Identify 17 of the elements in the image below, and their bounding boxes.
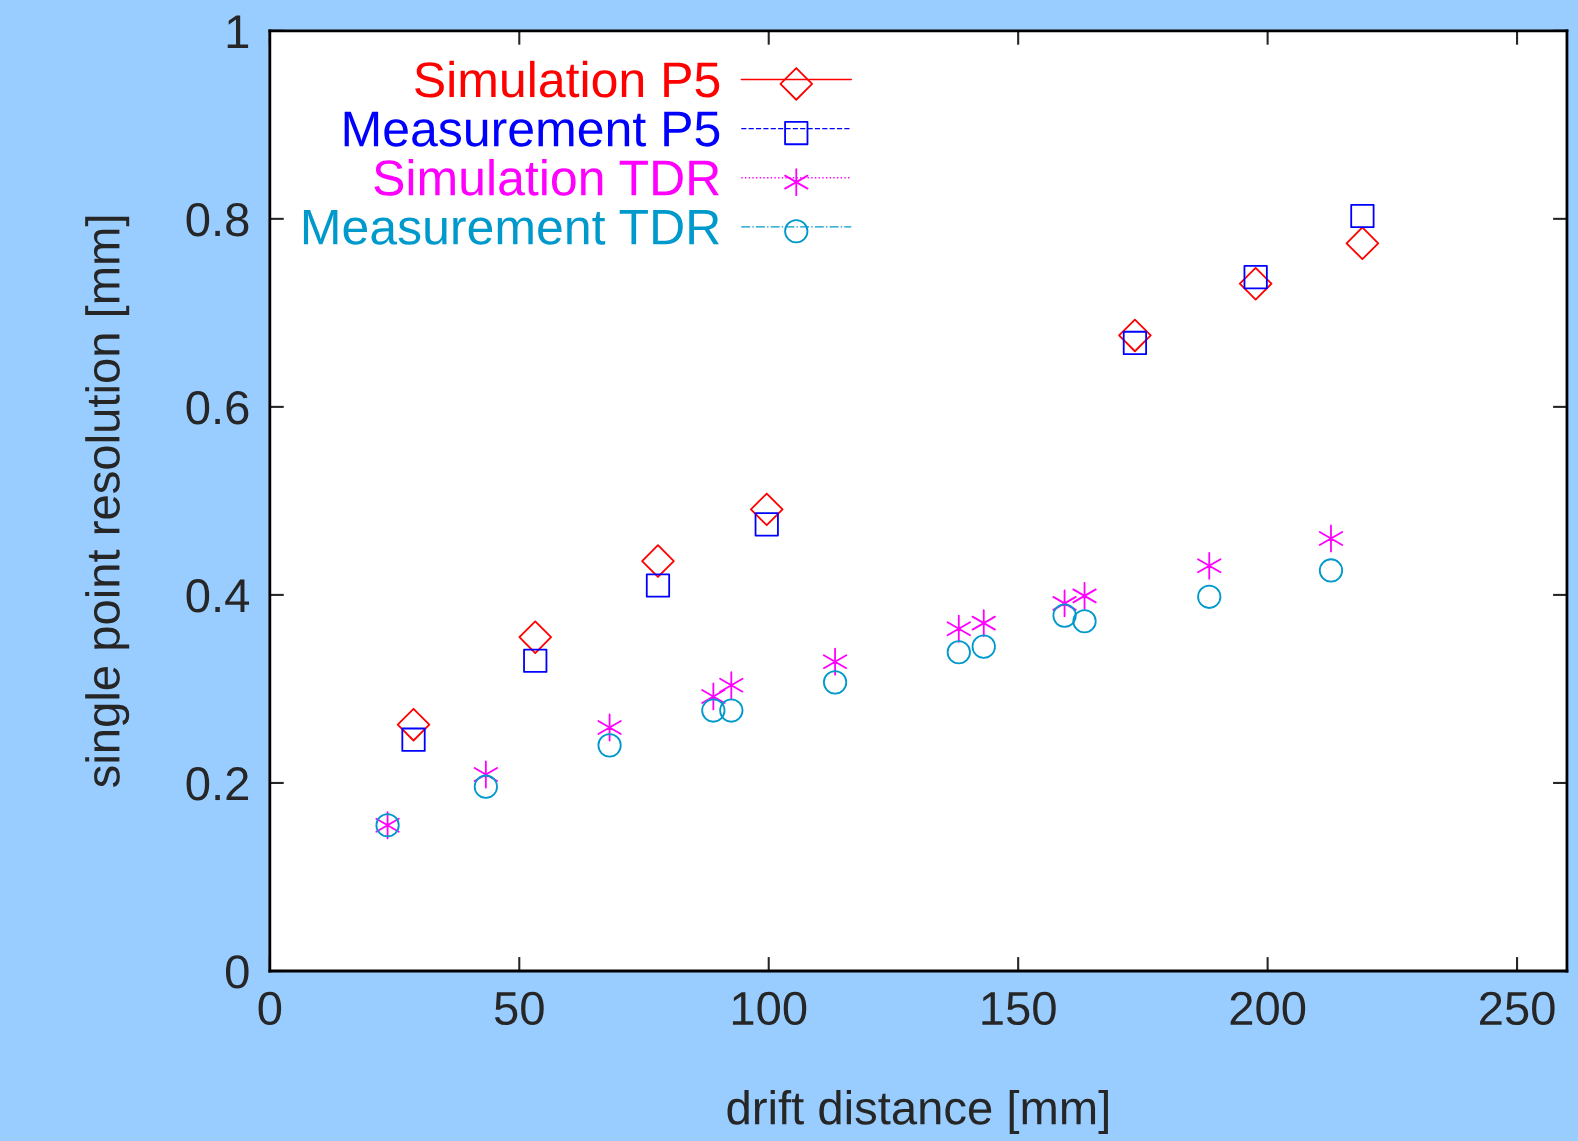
y-tick-label: 0.8 [186,202,249,237]
y-tick-label: 0.2 [186,767,249,801]
x-tick-label: 50 [494,991,544,1026]
y-tick-label: 0.4 [186,579,250,613]
x-tick-label: 0 [258,991,282,1026]
x-tick-label: 150 [982,991,1056,1026]
y-tick-label: 0.6 [186,391,249,425]
legend-label: Measurement TDR [303,209,719,245]
x-tick-label: 250 [1480,991,1555,1026]
y-tick-label: 0 [225,955,249,989]
legend-label: Simulation P5 [415,60,720,98]
x-tick-label: 100 [732,991,807,1026]
x-axis-title: drift distance [mm] [727,1090,1108,1135]
y-axis-title: single point resolution [mm] [85,216,130,787]
legend-label: Measurement P5 [344,111,720,147]
x-tick-label: 200 [1230,991,1306,1026]
y-tick-label: 1 [227,15,249,48]
